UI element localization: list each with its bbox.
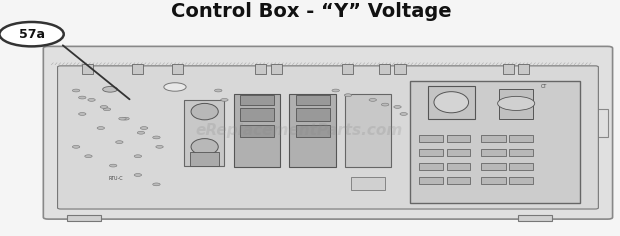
Bar — [82, 63, 94, 74]
Bar — [509, 163, 533, 170]
Bar — [234, 94, 280, 167]
Bar — [419, 135, 443, 142]
Bar — [447, 163, 471, 170]
Circle shape — [215, 89, 222, 92]
Bar — [290, 94, 335, 167]
Circle shape — [498, 96, 534, 110]
Circle shape — [471, 87, 485, 92]
Bar — [296, 95, 329, 105]
Bar — [184, 100, 224, 166]
Bar — [172, 63, 183, 74]
Circle shape — [369, 98, 376, 101]
Bar — [503, 63, 514, 74]
Bar — [500, 89, 533, 119]
Bar — [379, 63, 390, 74]
Bar — [481, 177, 506, 184]
Bar — [296, 125, 329, 137]
Bar — [240, 95, 274, 105]
Bar — [410, 81, 580, 203]
Bar — [447, 149, 471, 156]
Circle shape — [119, 117, 126, 120]
Bar — [190, 152, 219, 166]
Text: Control Box - “Y” Voltage: Control Box - “Y” Voltage — [170, 2, 451, 21]
Bar — [509, 177, 533, 184]
Bar — [447, 177, 471, 184]
Text: RTU-C: RTU-C — [109, 176, 123, 181]
Circle shape — [221, 98, 228, 101]
Bar — [131, 63, 143, 74]
Circle shape — [100, 105, 108, 108]
Bar — [428, 86, 475, 119]
Bar — [271, 63, 282, 74]
Circle shape — [85, 155, 92, 158]
Circle shape — [332, 89, 339, 92]
FancyBboxPatch shape — [58, 66, 598, 209]
Circle shape — [153, 136, 160, 139]
Ellipse shape — [191, 103, 218, 120]
Bar — [481, 149, 506, 156]
Circle shape — [134, 155, 141, 158]
Bar — [419, 177, 443, 184]
Text: 57a: 57a — [19, 28, 45, 41]
Text: CT: CT — [541, 84, 547, 89]
Circle shape — [122, 117, 129, 120]
Bar — [518, 63, 529, 74]
Bar — [67, 215, 101, 221]
Bar — [592, 109, 608, 137]
Circle shape — [79, 96, 86, 99]
Bar — [518, 215, 552, 221]
Bar — [345, 94, 391, 167]
Bar — [509, 149, 533, 156]
Circle shape — [134, 173, 141, 176]
Circle shape — [73, 89, 80, 92]
Ellipse shape — [191, 139, 218, 155]
Circle shape — [0, 22, 64, 46]
Bar — [481, 135, 506, 142]
Bar — [419, 149, 443, 156]
Bar — [447, 135, 471, 142]
FancyBboxPatch shape — [43, 46, 613, 219]
Circle shape — [79, 113, 86, 115]
Circle shape — [103, 87, 118, 92]
Circle shape — [137, 131, 144, 134]
Bar — [255, 63, 267, 74]
Bar — [296, 108, 329, 121]
Circle shape — [88, 98, 95, 101]
Circle shape — [394, 105, 401, 108]
Circle shape — [73, 145, 80, 148]
Bar — [240, 125, 274, 137]
Circle shape — [381, 103, 389, 106]
Circle shape — [344, 94, 352, 97]
Bar — [394, 63, 405, 74]
Circle shape — [110, 164, 117, 167]
Bar — [419, 163, 443, 170]
Bar — [509, 135, 533, 142]
Bar — [240, 108, 274, 121]
Circle shape — [104, 108, 111, 111]
Circle shape — [164, 83, 186, 91]
Circle shape — [153, 183, 160, 186]
Circle shape — [97, 127, 105, 130]
Bar — [342, 63, 353, 74]
Ellipse shape — [434, 92, 469, 113]
Text: eReplacementParts.com: eReplacementParts.com — [195, 123, 402, 138]
Circle shape — [156, 145, 163, 148]
Circle shape — [116, 141, 123, 143]
Circle shape — [400, 113, 407, 115]
Bar — [481, 163, 506, 170]
Bar — [351, 177, 385, 190]
Circle shape — [140, 127, 148, 130]
